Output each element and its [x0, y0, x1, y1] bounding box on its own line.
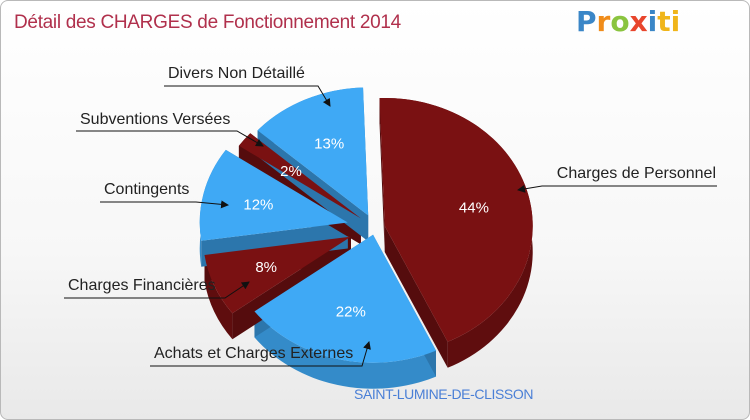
slice-percent-label: 2% [280, 163, 302, 180]
proxiti-logo: Proxiti [576, 5, 680, 38]
logo-letter: x [629, 5, 648, 38]
pie-slice[interactable] [199, 149, 348, 241]
pie-slice[interactable] [238, 133, 361, 219]
pie-slice[interactable] [257, 87, 369, 216]
slice-category-label: Subventions Versées [80, 111, 230, 128]
logo-letter: P [576, 5, 597, 38]
slice-category-label: Divers Non Détaillé [168, 65, 305, 82]
slice-percent-label: 13% [314, 136, 344, 153]
logo-letter: ti [657, 5, 681, 38]
pie-slice[interactable] [379, 97, 533, 342]
slice-category-label: Contingents [104, 181, 189, 198]
pie-slices [199, 87, 533, 389]
slice-category-label: Charges Financières [68, 277, 216, 294]
slice-percent-label: 8% [255, 259, 277, 276]
slice-percent-label: 12% [243, 196, 273, 213]
slice-labels: 44% 22% 8% 12% 2% 13% Charges de Personnel Acha… [68, 65, 716, 362]
slice-side [254, 311, 437, 389]
logo-letter: o [610, 5, 630, 38]
location-name: SAINT-LUMINE-DE-CLISSON [354, 386, 534, 402]
leader-line [150, 341, 371, 367]
slice-category-label: Achats et Charges Externes [154, 345, 353, 362]
leader-line [164, 85, 331, 107]
leader-line [64, 281, 250, 299]
pie-slice[interactable] [204, 236, 351, 314]
slice-edge [384, 225, 448, 368]
leader-lines [64, 85, 717, 367]
leader-line [76, 130, 264, 147]
slice-percent-label: 22% [336, 304, 366, 321]
chart-title: Détail des CHARGES de Fonctionnement 201… [14, 12, 401, 33]
logo-letter: r [596, 5, 611, 38]
slice-edge [379, 98, 385, 252]
leader-line [100, 200, 229, 209]
slice-category-label: Charges de Personnel [557, 165, 716, 182]
slice-side [204, 254, 233, 340]
leader-line [517, 184, 717, 193]
slice-percent-label: 44% [459, 199, 489, 216]
logo-letter: i [647, 5, 658, 38]
pie-slice[interactable] [254, 234, 437, 363]
